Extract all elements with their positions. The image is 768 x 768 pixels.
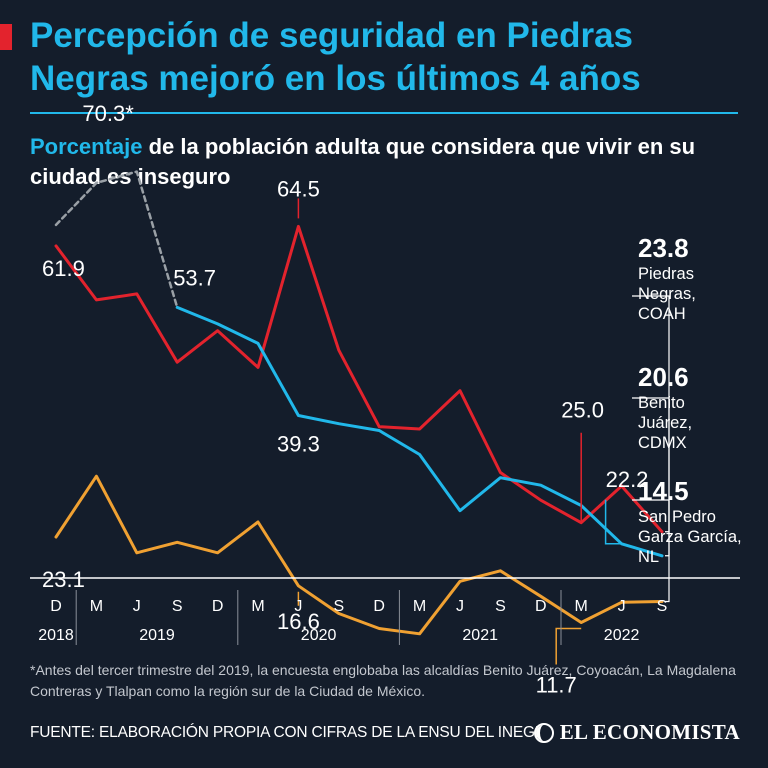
- x-tick-label-9: M: [413, 598, 426, 615]
- x-tick-label-0: D: [50, 598, 62, 615]
- end-label-name-2-1: Garza García,: [638, 528, 742, 546]
- x-tick-label-6: J: [294, 598, 302, 615]
- brand: EL ECONOMISTA: [533, 720, 740, 745]
- series-line-2: [175, 305, 664, 558]
- point-label-leader-8: [604, 499, 622, 545]
- point-label-leader-9: [555, 627, 582, 665]
- point-label-0: 70.3*: [82, 101, 134, 126]
- x-tick-label-4: D: [212, 598, 224, 615]
- end-label-name-1-2: CDMX: [638, 434, 687, 452]
- x-tick-label-14: J: [618, 598, 626, 615]
- subtitle-rest: de la población adulta que considera que…: [30, 134, 696, 189]
- x-tick-label-10: J: [456, 598, 464, 615]
- year-label-3: 2021: [462, 627, 498, 644]
- end-label-name-1-1: Juárez,: [638, 414, 692, 432]
- point-label-1: 61.9: [42, 256, 85, 281]
- point-label-2: 23.1: [42, 567, 85, 592]
- brand-logo-icon: [533, 722, 554, 743]
- end-label-value-2: 14.5: [638, 476, 689, 506]
- source-note: FUENTE: ELABORACIÓN PROPIA CON CIFRAS DE…: [30, 724, 539, 741]
- year-label-1: 2019: [139, 627, 175, 644]
- point-label-5: 39.3: [277, 431, 320, 456]
- subtitle-highlight: Porcentaje: [30, 134, 143, 159]
- x-tick-label-5: M: [251, 598, 264, 615]
- point-label-8: 22.2: [606, 467, 649, 492]
- brand-name: EL ECONOMISTA: [559, 720, 740, 744]
- title-divider: [30, 112, 738, 114]
- footnote: *Antes del tercer trimestre del 2019, la…: [30, 662, 736, 699]
- series-line-0: [54, 170, 179, 309]
- end-label-name-2-0: San Pedro: [638, 508, 716, 526]
- point-label-4: 64.5: [277, 176, 320, 201]
- page-title: Percepción de seguridad en Piedras Negra…: [30, 16, 641, 98]
- x-tick-label-11: S: [495, 598, 506, 615]
- x-tick-label-15: S: [657, 598, 668, 615]
- end-label-name-2-2: NL: [638, 548, 659, 566]
- end-label-name-0-0: Piedras: [638, 265, 694, 283]
- title-accent-bar: [0, 24, 12, 50]
- chart-subtitle: Porcentaje de la población adulta que co…: [30, 132, 750, 192]
- year-label-0: 2018: [38, 627, 74, 644]
- x-tick-label-13: M: [575, 598, 588, 615]
- series-line-1: [54, 224, 664, 534]
- end-label-connector-2: [632, 499, 670, 603]
- end-label-name-1-0: Benito: [638, 394, 685, 412]
- end-label-name-0-1: Negras,: [638, 285, 696, 303]
- x-tick-label-12: D: [535, 598, 547, 615]
- x-tick-label-7: S: [333, 598, 344, 615]
- end-label-connector-1: [632, 397, 670, 557]
- end-label-value-0: 23.8: [638, 233, 689, 263]
- end-label-name-0-2: COAH: [638, 305, 686, 323]
- x-tick-label-2: J: [133, 598, 141, 615]
- point-label-7: 25.0: [561, 398, 604, 423]
- x-tick-label-1: M: [90, 598, 103, 615]
- x-tick-label-8: D: [373, 598, 385, 615]
- year-label-4: 2022: [604, 627, 640, 644]
- x-tick-label-3: S: [172, 598, 183, 615]
- point-label-9: 11.7: [536, 673, 577, 698]
- end-label-value-1: 20.6: [638, 362, 689, 392]
- point-label-3: 53.7: [173, 265, 216, 290]
- point-label-6: 16.6: [277, 609, 320, 634]
- year-label-2: 2020: [301, 627, 337, 644]
